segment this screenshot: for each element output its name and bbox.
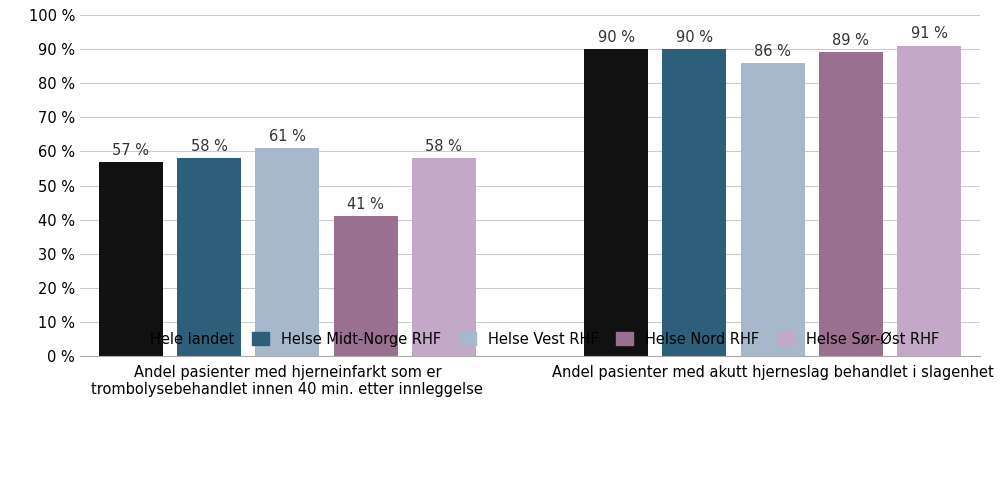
Bar bbox=[741, 63, 805, 356]
Bar bbox=[584, 49, 648, 356]
Legend: Hele landet, Helse Midt-Norge RHF, Helse Vest RHF, Helse Nord RHF, Helse Sør-Øst: Hele landet, Helse Midt-Norge RHF, Helse… bbox=[115, 326, 945, 352]
Text: 86 %: 86 % bbox=[754, 44, 791, 58]
Bar bbox=[177, 158, 241, 356]
Text: 90 %: 90 % bbox=[598, 30, 635, 45]
Text: 89 %: 89 % bbox=[832, 33, 869, 49]
Text: 91 %: 91 % bbox=[911, 27, 948, 42]
Bar bbox=[662, 49, 726, 356]
Bar bbox=[897, 46, 961, 356]
Bar bbox=[819, 52, 883, 356]
Bar bbox=[334, 216, 398, 356]
Text: 57 %: 57 % bbox=[112, 143, 149, 157]
Bar bbox=[99, 162, 163, 356]
Text: 58 %: 58 % bbox=[425, 139, 462, 154]
Text: 61 %: 61 % bbox=[269, 129, 306, 144]
Text: 58 %: 58 % bbox=[191, 139, 228, 154]
Bar bbox=[412, 158, 476, 356]
Bar bbox=[255, 148, 319, 356]
Text: 41 %: 41 % bbox=[347, 198, 384, 212]
Text: 90 %: 90 % bbox=[676, 30, 713, 45]
